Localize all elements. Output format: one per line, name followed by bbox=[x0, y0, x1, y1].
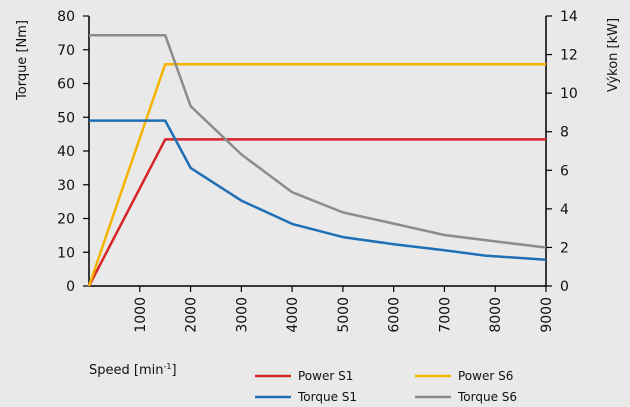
series-line-torque-s6 bbox=[89, 33, 547, 249]
x-tick-label: 8000 bbox=[488, 297, 504, 333]
legend-label: Torque S6 bbox=[457, 390, 517, 404]
y-left-tick-label: 50 bbox=[57, 110, 75, 126]
series-line-power-s1 bbox=[87, 138, 546, 287]
x-axis-title-main: Speed [min bbox=[89, 363, 163, 378]
x-tick-label: 4000 bbox=[285, 297, 301, 333]
y-right-tick-label: 8 bbox=[560, 125, 569, 141]
legend-label: Power S1 bbox=[298, 369, 353, 383]
chart-axes bbox=[88, 16, 547, 287]
y-right-tick-label: 2 bbox=[560, 240, 569, 256]
axis-ticks: 0 10 20 30 40 50 60 70 80 0 2 4 6 8 10 12 14 1000 2000 3000… bbox=[57, 9, 578, 333]
y-right-tick-label: 10 bbox=[560, 86, 578, 102]
x-tick-label: 2000 bbox=[184, 297, 200, 333]
x-tick-label: 1000 bbox=[133, 297, 149, 333]
legend-label: Power S6 bbox=[458, 369, 513, 383]
legend-item-torque-s6: Torque S6 bbox=[415, 390, 517, 404]
y-left-tick-label: 20 bbox=[57, 212, 75, 228]
x-tick-label: 6000 bbox=[387, 297, 403, 333]
x-axis-title-sup: -1 bbox=[163, 362, 171, 371]
chart-legend: Power S1 Power S6 Torque S1 Torque S6 bbox=[255, 369, 517, 404]
legend-item-power-s6: Power S6 bbox=[415, 369, 513, 383]
legend-item-torque-s1: Torque S1 bbox=[255, 390, 357, 404]
y-right-tick-label: 4 bbox=[560, 202, 569, 218]
y-right-tick-label: 12 bbox=[560, 48, 578, 64]
x-tick-label: 5000 bbox=[336, 297, 352, 333]
y-right-tick-label: 14 bbox=[560, 9, 578, 25]
y-left-tick-label: 10 bbox=[57, 245, 75, 261]
y-right-tick-label: 0 bbox=[560, 279, 569, 295]
x-axis-title: Speed [min-1] bbox=[89, 362, 177, 378]
x-tick-label: 3000 bbox=[234, 297, 250, 333]
x-axis-title-suffix: ] bbox=[171, 363, 176, 378]
legend-label: Torque S1 bbox=[297, 390, 357, 404]
y-axis-left-title: Torque [Nm] bbox=[15, 20, 30, 101]
y-left-tick-label: 30 bbox=[57, 178, 75, 194]
y-right-tick-label: 6 bbox=[560, 163, 569, 179]
x-tick-label: 9000 bbox=[539, 297, 555, 333]
chart-series bbox=[87, 33, 547, 287]
y-axis-right-title: Výkon [kW] bbox=[606, 18, 621, 92]
series-line-power-s6 bbox=[87, 62, 546, 287]
y-left-tick-label: 40 bbox=[57, 144, 75, 160]
legend-item-power-s1: Power S1 bbox=[255, 369, 353, 383]
y-left-tick-label: 70 bbox=[57, 43, 75, 59]
x-tick-label: 7000 bbox=[437, 297, 453, 333]
y-left-tick-label: 60 bbox=[57, 77, 75, 93]
series-line-torque-s1 bbox=[89, 119, 547, 261]
y-left-tick-label: 80 bbox=[57, 9, 75, 25]
y-left-tick-label: 0 bbox=[66, 279, 75, 295]
